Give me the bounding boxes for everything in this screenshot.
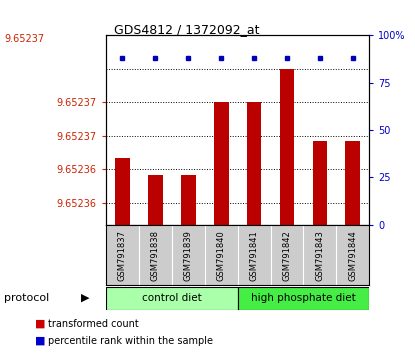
Bar xyxy=(345,141,360,225)
Bar xyxy=(247,102,261,225)
Bar xyxy=(312,141,327,225)
Text: control diet: control diet xyxy=(142,293,202,303)
Text: 9.65237: 9.65237 xyxy=(4,34,44,44)
Bar xyxy=(148,175,163,225)
Text: GSM791841: GSM791841 xyxy=(249,230,259,281)
Text: GSM791842: GSM791842 xyxy=(283,230,291,281)
Text: percentile rank within the sample: percentile rank within the sample xyxy=(48,336,213,346)
Text: protocol: protocol xyxy=(4,293,49,303)
Bar xyxy=(238,287,369,310)
Text: GDS4812 / 1372092_at: GDS4812 / 1372092_at xyxy=(114,23,260,36)
Text: GSM791838: GSM791838 xyxy=(151,230,160,281)
Text: transformed count: transformed count xyxy=(48,319,139,329)
Text: GSM791840: GSM791840 xyxy=(217,230,226,281)
Bar xyxy=(181,175,195,225)
Text: high phosphate diet: high phosphate diet xyxy=(251,293,356,303)
Text: GSM791843: GSM791843 xyxy=(315,230,325,281)
Text: GSM791844: GSM791844 xyxy=(348,230,357,281)
Text: ■: ■ xyxy=(35,336,46,346)
Bar xyxy=(214,102,229,225)
Text: ▶: ▶ xyxy=(81,293,89,303)
Text: GSM791839: GSM791839 xyxy=(184,230,193,281)
Bar xyxy=(280,69,294,225)
Text: ■: ■ xyxy=(35,319,46,329)
Text: GSM791837: GSM791837 xyxy=(118,230,127,281)
Bar xyxy=(106,287,238,310)
Bar xyxy=(115,158,130,225)
